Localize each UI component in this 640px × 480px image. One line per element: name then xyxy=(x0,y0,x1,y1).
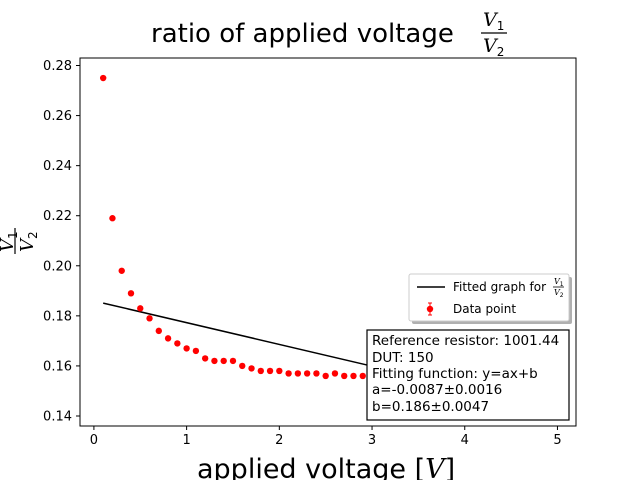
data-point xyxy=(201,355,209,362)
y-tick-label: 0.28 xyxy=(43,59,72,74)
annotation-fitting-function: Fitting function: y=ax+b xyxy=(372,366,538,382)
y-tick-label: 0.14 xyxy=(43,409,72,424)
y-tick-label: 0.20 xyxy=(43,259,72,274)
y-axis-ticks: 0.14 0.16 0.18 0.20 0.22 0.24 0.26 0.28 xyxy=(43,59,80,424)
y-tick-label: 0.18 xyxy=(43,309,72,324)
chart-title-text: ratio of applied voltage xyxy=(151,19,454,49)
annotation-box: Reference resistor: 1001.44 DUT: 150 Fit… xyxy=(366,329,570,421)
x-tick-label: 0 xyxy=(90,433,98,448)
annotation-frame xyxy=(366,329,570,421)
data-point xyxy=(174,340,181,347)
plot-frame xyxy=(79,57,577,427)
data-point xyxy=(276,367,283,375)
data-point xyxy=(137,305,144,312)
data-point xyxy=(331,370,339,377)
x-tick-label: 4 xyxy=(461,433,469,448)
annotation-slope: a=-0.0087±0.0016 xyxy=(372,382,502,398)
x-tick-label: 2 xyxy=(275,433,283,448)
data-point xyxy=(146,315,153,322)
data-point xyxy=(266,367,274,375)
data-point xyxy=(118,267,125,274)
data-point xyxy=(257,367,264,375)
y-tick-label: 0.22 xyxy=(43,209,72,224)
x-tick-label: 5 xyxy=(553,433,561,448)
y-tick-label: 0.26 xyxy=(43,109,72,124)
data-point xyxy=(294,370,302,377)
legend-fit-frac-num: V1 xyxy=(554,277,564,288)
legend-box xyxy=(408,273,570,322)
data-point xyxy=(192,347,200,355)
data-point xyxy=(229,357,237,365)
legend: Fitted graph for V1 V2 Data point xyxy=(408,273,572,324)
data-point xyxy=(303,370,311,377)
data-point xyxy=(359,372,366,380)
data-point xyxy=(155,327,163,335)
legend-data-label: Data point xyxy=(453,302,516,316)
data-points xyxy=(99,74,366,380)
data-point xyxy=(109,215,116,222)
data-point xyxy=(248,365,255,372)
data-point xyxy=(239,362,246,370)
data-point xyxy=(285,370,292,377)
legend-fit-frac-den: V2 xyxy=(554,288,564,299)
data-point xyxy=(164,335,172,342)
data-point xyxy=(350,372,357,380)
y-tick-label: 0.24 xyxy=(43,159,72,174)
title-fraction-numerator: V1 xyxy=(483,9,504,33)
annotation-intercept: b=0.186±0.0047 xyxy=(372,399,489,415)
data-point xyxy=(183,345,190,352)
x-tick-label: 3 xyxy=(368,433,376,448)
data-point xyxy=(341,372,348,380)
fitted-line xyxy=(103,302,373,367)
data-point xyxy=(313,370,320,377)
x-tick-label: 1 xyxy=(182,433,190,448)
data-point xyxy=(99,74,107,82)
data-point xyxy=(127,290,135,297)
y-axis-label: V1 V2 xyxy=(0,228,40,254)
data-point xyxy=(220,357,227,365)
data-point xyxy=(211,357,218,365)
y-label-denominator: V2 xyxy=(17,231,40,252)
chart-title: ratio of applied voltage V1 V2 xyxy=(151,9,507,59)
legend-data-marker xyxy=(426,305,434,313)
data-point xyxy=(322,372,329,380)
x-axis-ticks: 0 1 2 3 4 5 xyxy=(90,426,562,448)
annotation-reference-resistor: Reference resistor: 1001.44 xyxy=(372,333,559,349)
x-axis-label: applied voltage [V] xyxy=(197,454,455,480)
legend-fit-label: Fitted graph for xyxy=(453,280,546,294)
y-label-numerator: V1 xyxy=(0,231,20,252)
annotation-dut: DUT: 150 xyxy=(372,350,434,366)
title-fraction-denominator: V2 xyxy=(483,35,504,59)
y-tick-label: 0.16 xyxy=(43,359,72,374)
